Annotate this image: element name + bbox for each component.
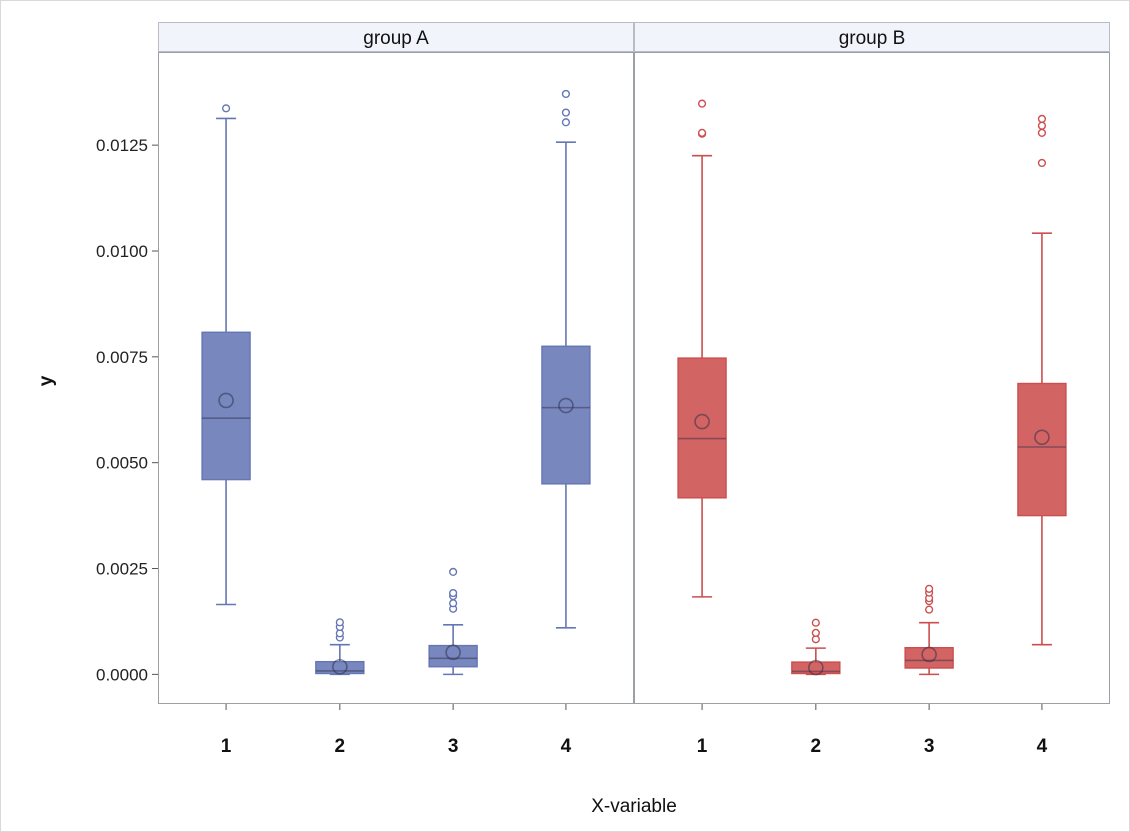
outlier-point	[1037, 114, 1047, 123]
outlier-point	[449, 588, 458, 598]
outlier-point	[925, 584, 934, 593]
outlier-point	[561, 89, 571, 99]
outlier-point	[561, 118, 571, 127]
outlier-point	[811, 628, 820, 637]
outlier-point	[221, 104, 231, 113]
outlier-point	[697, 128, 707, 137]
box-2: 2	[315, 618, 365, 757]
mean-marker	[921, 646, 937, 663]
panels-layer: group A 1 2 3 4 group B 1 2 3 4	[158, 22, 1110, 757]
outlier-point	[449, 567, 458, 577]
box-iqr	[201, 331, 251, 481]
y-tick-label: 0.0075	[96, 348, 148, 367]
x-tick-label: 4	[1037, 736, 1048, 757]
mean-marker	[1034, 429, 1050, 446]
x-axis-title: X-variable	[591, 796, 677, 817]
mean-marker	[694, 413, 710, 430]
mean-marker	[558, 397, 574, 414]
box-4: 4	[541, 89, 591, 757]
mean-marker	[445, 644, 461, 661]
box-3: 3	[428, 567, 478, 757]
outlier-point	[811, 618, 820, 627]
box-3: 3	[904, 584, 954, 757]
outlier-point	[697, 99, 707, 108]
x-tick-label: 3	[448, 736, 459, 757]
outlier-point	[335, 618, 344, 627]
y-tick-label: 0.0000	[96, 665, 148, 684]
y-tick-label: 0.0100	[96, 242, 148, 261]
box-iqr	[904, 646, 954, 669]
x-tick-label: 2	[811, 736, 822, 757]
box-1: 1	[201, 104, 251, 757]
panel-strip-label: group B	[839, 28, 906, 49]
box-iqr	[541, 345, 591, 485]
y-tick-label: 0.0025	[96, 560, 148, 579]
panel-strip-label: group A	[363, 28, 429, 49]
x-tick-label: 4	[561, 736, 572, 757]
outlier-point	[1037, 158, 1047, 168]
x-tick-label: 1	[697, 736, 708, 757]
box-iqr	[1017, 382, 1067, 517]
y-axis-title: y	[36, 375, 57, 386]
y-axis: 0.0000 0.0025 0.0050 0.0075 0.0100 0.0125	[96, 136, 158, 684]
outlier-point	[449, 599, 458, 608]
panel-strip	[158, 22, 634, 52]
panel-frame	[634, 52, 1110, 704]
outlier-point	[1037, 128, 1047, 137]
box-iqr	[791, 661, 841, 675]
box-4: 4	[1017, 114, 1067, 757]
panel-strip	[634, 22, 1110, 52]
x-tick-label: 1	[221, 736, 232, 757]
x-tick-label: 3	[924, 736, 935, 757]
y-tick-label: 0.0125	[96, 136, 148, 155]
panel-frame	[158, 52, 634, 704]
outlier-point	[925, 605, 934, 614]
outlier-point	[561, 108, 571, 117]
box-1: 1	[677, 99, 727, 757]
outlier-point	[1037, 121, 1047, 130]
mean-marker	[218, 392, 234, 409]
box-iqr	[428, 644, 478, 668]
y-tick-label: 0.0050	[96, 454, 148, 473]
mean-marker	[808, 659, 824, 676]
x-tick-label: 2	[335, 736, 346, 757]
panel-group-a: group A 1 2 3 4	[158, 22, 634, 757]
mean-marker	[332, 658, 348, 675]
panel-group-b: group B 1 2 3 4	[634, 22, 1110, 757]
box-2: 2	[791, 618, 841, 757]
